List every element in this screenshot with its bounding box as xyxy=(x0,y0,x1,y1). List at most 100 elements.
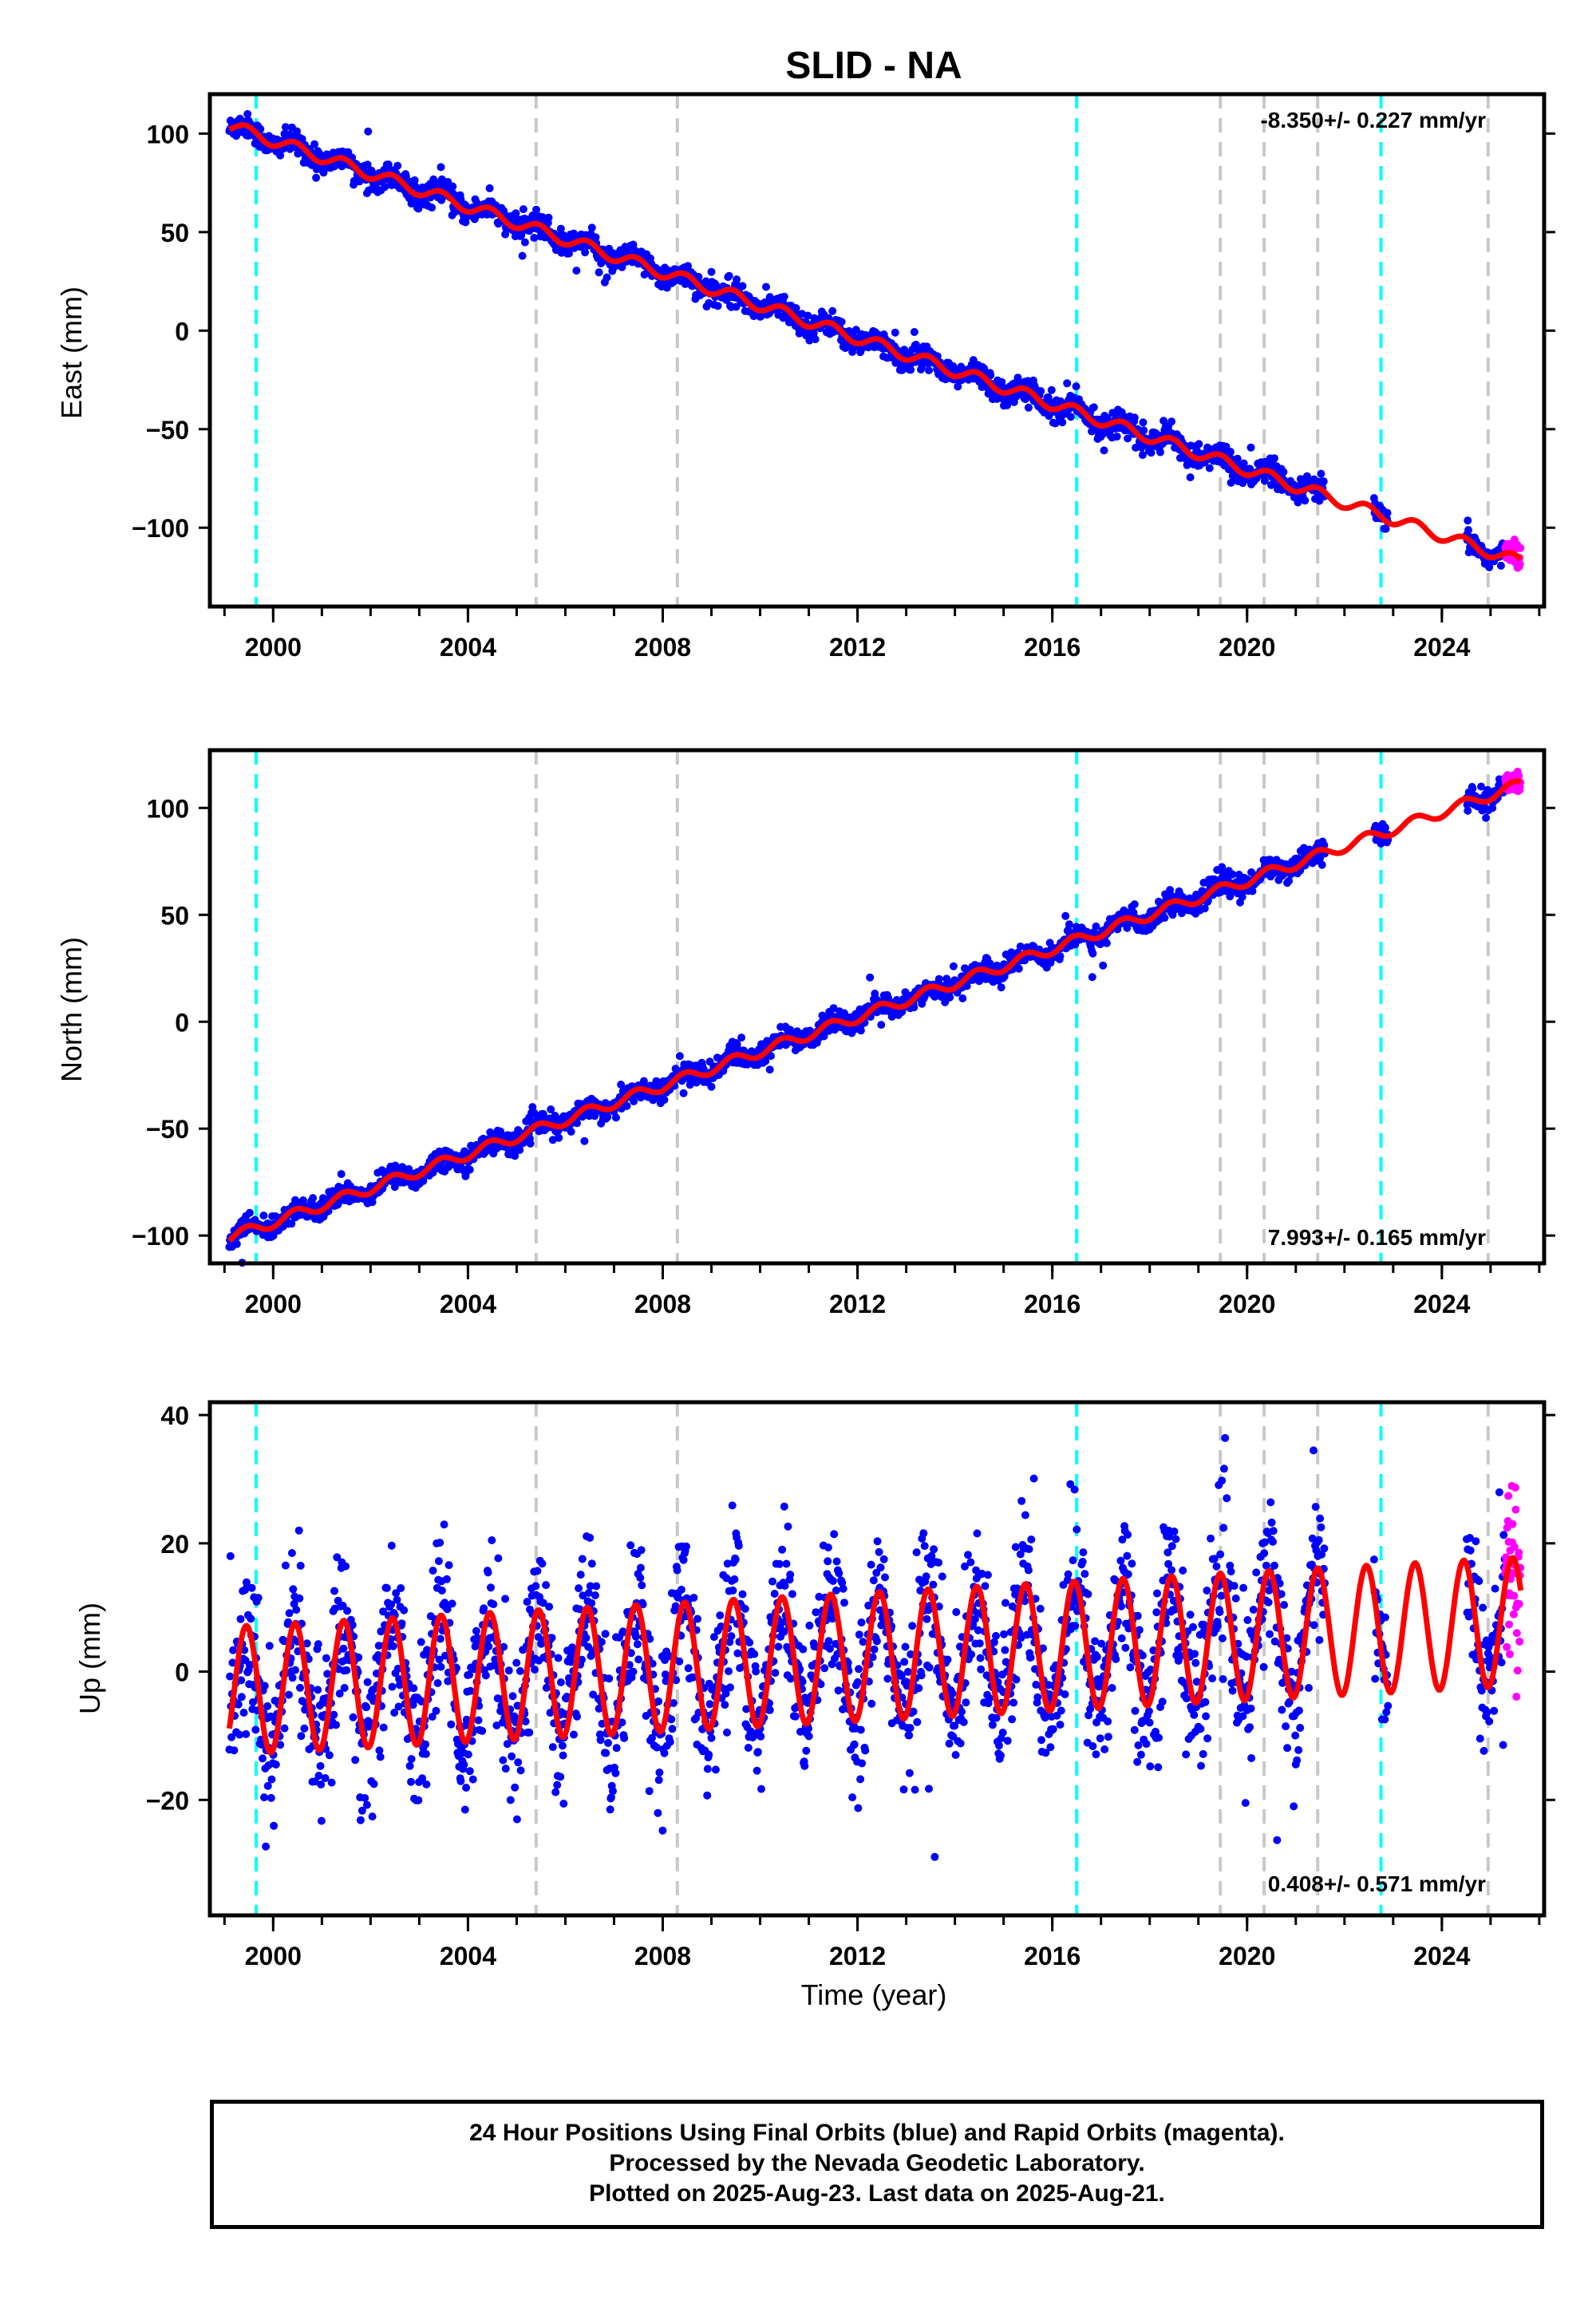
east-panel: East (mm) -8.350+/- 0.227 mm/yr 100500−5… xyxy=(55,92,1555,662)
east-data-point xyxy=(556,224,565,233)
east-data-point xyxy=(512,209,520,218)
east-data-point xyxy=(851,326,860,334)
north-xtick-label: 2016 xyxy=(1024,1290,1080,1318)
up-data-point xyxy=(442,1575,451,1583)
up-data-point xyxy=(247,1614,255,1623)
up-data-point xyxy=(362,1703,371,1712)
up-data-point xyxy=(349,1713,358,1721)
east-data-point xyxy=(1058,418,1067,427)
east-data-point xyxy=(1156,448,1164,456)
east-data-point xyxy=(243,109,252,118)
north-data-point xyxy=(679,1089,688,1097)
north-xtick-label: 2012 xyxy=(829,1290,886,1318)
east-data-point xyxy=(1013,373,1022,382)
east-data-point xyxy=(1112,433,1121,441)
east-data-point xyxy=(256,124,265,133)
up-data-point xyxy=(226,1672,235,1681)
north-ytick-label: 50 xyxy=(160,901,189,930)
up-data-point xyxy=(262,1842,271,1851)
up-data-point xyxy=(363,1678,372,1686)
up-data-point xyxy=(265,1642,274,1650)
east-data-point xyxy=(954,382,962,391)
north-data-point xyxy=(337,1170,346,1179)
north-data-point xyxy=(1088,949,1097,958)
east-data-point xyxy=(713,302,722,310)
up-data-point xyxy=(330,1587,338,1595)
north-data-point xyxy=(1285,876,1294,885)
up-data-point xyxy=(361,1794,369,1802)
up-data-point xyxy=(267,1793,275,1802)
east-data-point xyxy=(1227,478,1235,487)
north-data-point xyxy=(949,962,958,970)
up-data-point xyxy=(444,1561,453,1570)
east-data-point xyxy=(1132,443,1140,452)
east-xtick-label: 2008 xyxy=(634,633,691,662)
east-data-point xyxy=(381,183,389,192)
east-data-point xyxy=(694,272,703,281)
up-data-point xyxy=(437,1662,445,1671)
up-data-point xyxy=(339,1644,348,1653)
east-data-point xyxy=(1195,440,1203,449)
east-data-point xyxy=(762,283,770,291)
up-data-point xyxy=(271,1761,280,1769)
north-data-point xyxy=(1160,914,1169,923)
up-data-point xyxy=(468,1775,477,1784)
up-data-point xyxy=(460,1805,469,1814)
east-data-point xyxy=(1279,468,1288,476)
up-data-point xyxy=(242,1729,251,1738)
east-data-point xyxy=(1270,454,1278,463)
up-data-point xyxy=(388,1682,397,1691)
east-data-point xyxy=(1496,561,1505,570)
up-data-point xyxy=(247,1583,256,1592)
east-data-point xyxy=(1100,446,1108,455)
east-data-point xyxy=(792,304,800,313)
up-data-point xyxy=(343,1607,352,1615)
east-model-line xyxy=(228,122,1523,562)
east-ytick-label: 100 xyxy=(147,120,189,148)
east-ylabel: East (mm) xyxy=(55,287,88,419)
east-data-point xyxy=(587,223,596,232)
up-data-point xyxy=(263,1701,272,1710)
up-data-point xyxy=(259,1754,267,1763)
up-data-point xyxy=(294,1526,303,1535)
east-data-point xyxy=(828,306,837,315)
east-data-point xyxy=(363,160,372,169)
up-data-point xyxy=(342,1666,351,1674)
east-data-point xyxy=(384,160,393,169)
north-data-point xyxy=(1099,961,1108,970)
north-data-point xyxy=(1102,939,1111,947)
east-plot-area xyxy=(225,94,1525,607)
up-data-point xyxy=(448,1599,456,1608)
east-data-point xyxy=(1205,464,1214,472)
up-data-point xyxy=(260,1682,269,1690)
up-data-point xyxy=(460,1761,468,1769)
up-data-point xyxy=(285,1609,294,1618)
north-data-point xyxy=(259,1211,268,1220)
up-data-point xyxy=(434,1557,443,1566)
north-ytick-label: −50 xyxy=(146,1115,189,1144)
north-data-point xyxy=(1088,973,1096,982)
up-data-point xyxy=(270,1821,279,1830)
up-data-point xyxy=(417,1638,425,1646)
north-xtick-label: 2024 xyxy=(1413,1290,1470,1318)
up-data-point xyxy=(456,1777,465,1785)
up-data-point xyxy=(389,1642,397,1650)
east-xtick-label: 2000 xyxy=(245,633,302,662)
north-data-point xyxy=(555,1133,563,1142)
up-data-point xyxy=(432,1706,440,1715)
east-data-point xyxy=(725,271,733,280)
east-data-point xyxy=(1037,387,1045,396)
north-xtick-label: 2004 xyxy=(440,1290,496,1318)
north-data-point xyxy=(660,1096,669,1105)
east-data-point xyxy=(393,161,402,170)
up-data-point xyxy=(447,1720,456,1729)
east-data-point xyxy=(707,267,716,276)
up-data-point xyxy=(284,1690,293,1699)
east-data-point xyxy=(565,249,573,258)
north-data-point xyxy=(1065,920,1073,929)
east-data-point xyxy=(1246,464,1254,473)
north-panel: North (mm) 7.993+/- 0.165 mm/yr 100500−5… xyxy=(55,748,1555,1318)
east-data-point xyxy=(544,213,553,222)
up-data-point xyxy=(474,1716,483,1725)
up-data-point xyxy=(297,1732,306,1741)
